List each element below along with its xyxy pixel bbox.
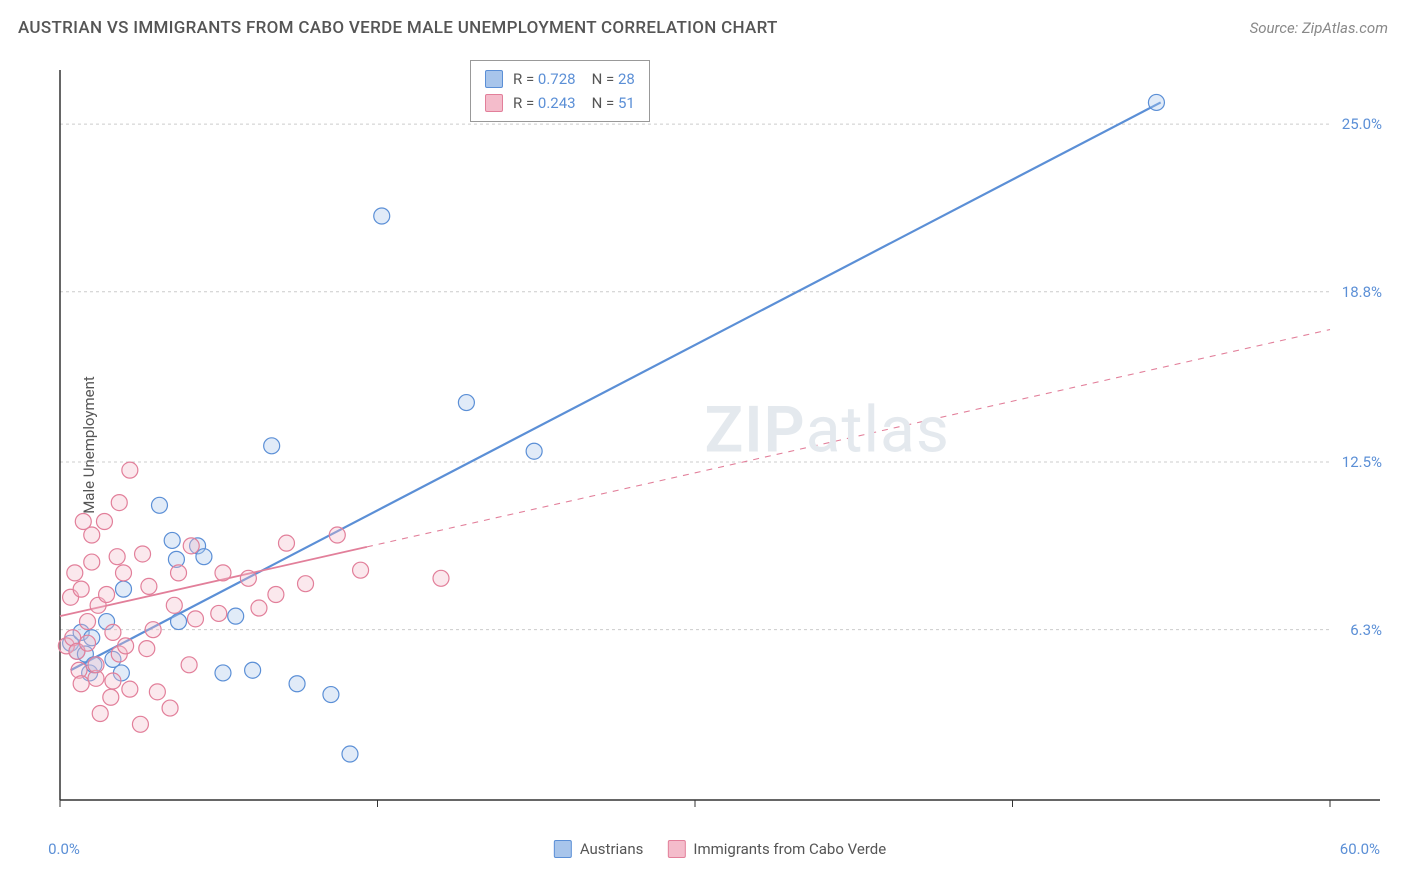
x-tick-max: 60.0% bbox=[1340, 840, 1380, 858]
chart-title: AUSTRIAN VS IMMIGRANTS FROM CABO VERDE M… bbox=[18, 18, 778, 38]
y-tick-label: 25.0% bbox=[1342, 115, 1382, 133]
series-legend: Austrians Immigrants from Cabo Verde bbox=[554, 840, 886, 858]
scatter-plot bbox=[50, 60, 1390, 830]
swatch-icon bbox=[554, 840, 572, 858]
swatch-icon bbox=[667, 840, 685, 858]
legend-row-series1: R = 0.728 N = 28 bbox=[485, 67, 635, 91]
chart-source: Source: ZipAtlas.com bbox=[1250, 19, 1388, 37]
swatch-icon bbox=[485, 94, 503, 112]
chart-area: Male Unemployment ZIPatlas R = 0.728 N =… bbox=[50, 60, 1390, 830]
legend-item-series1: Austrians bbox=[554, 840, 644, 858]
y-tick-label: 18.8% bbox=[1342, 283, 1382, 301]
legend-row-series2: R = 0.243 N = 51 bbox=[485, 91, 635, 115]
y-tick-label: 6.3% bbox=[1350, 621, 1382, 639]
legend-item-series2: Immigrants from Cabo Verde bbox=[667, 840, 886, 858]
y-tick-label: 12.5% bbox=[1342, 453, 1382, 471]
swatch-icon bbox=[485, 70, 503, 88]
x-tick-min: 0.0% bbox=[48, 840, 80, 858]
correlation-legend: R = 0.728 N = 28 R = 0.243 N = 51 bbox=[470, 60, 650, 122]
